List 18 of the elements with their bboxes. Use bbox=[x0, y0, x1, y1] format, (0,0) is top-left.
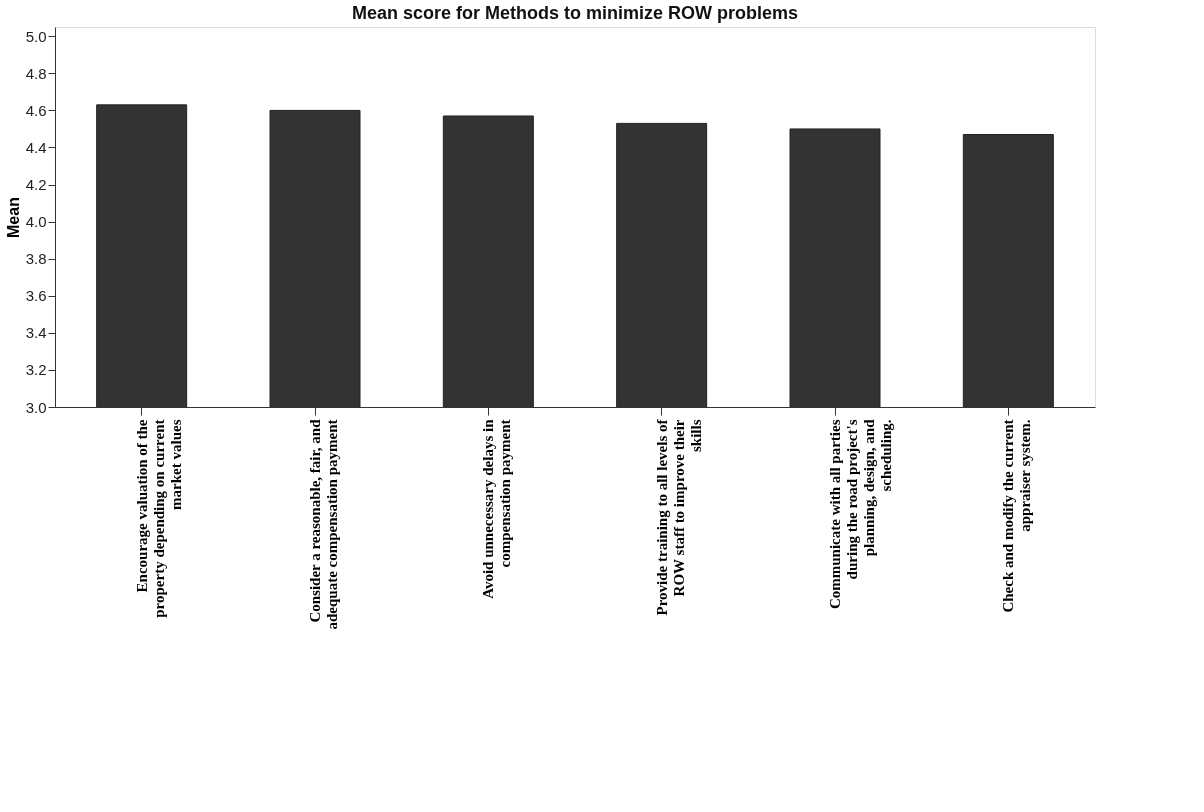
y-tick-label: 4.0 bbox=[25, 213, 47, 231]
y-tick-label: 5.0 bbox=[25, 27, 47, 45]
y-tick-label: 4.8 bbox=[25, 64, 47, 82]
y-tick-label: 3.4 bbox=[25, 324, 47, 342]
x-tick-label: Provide training to all levels of ROW staff to improve their skills bbox=[653, 418, 704, 616]
y-tick-label: 4.6 bbox=[25, 101, 47, 119]
x-tick-label: Avoid unnecessary delays in compensation payment bbox=[480, 418, 514, 599]
y-tick-label: 4.2 bbox=[25, 176, 47, 194]
y-axis-title: Mean bbox=[4, 197, 22, 238]
y-tick-label: 4.4 bbox=[25, 138, 47, 156]
x-tick-label: Encourage valuation of the property depending on current market values bbox=[133, 419, 184, 618]
x-tick-label: Check and modify the current appraiser system. bbox=[1000, 419, 1034, 613]
x-tick-label: Communicate with all parties during the road project's planning, design, and scheduling. bbox=[827, 418, 894, 610]
y-tick-label: 3.8 bbox=[25, 250, 47, 268]
chart-title: Mean score for Methods to minimize ROW problems bbox=[351, 3, 799, 23]
y-tick-label: 3.2 bbox=[25, 361, 47, 379]
y-tick-label: 3.0 bbox=[25, 398, 47, 416]
y-tick-label: 3.6 bbox=[25, 287, 47, 305]
